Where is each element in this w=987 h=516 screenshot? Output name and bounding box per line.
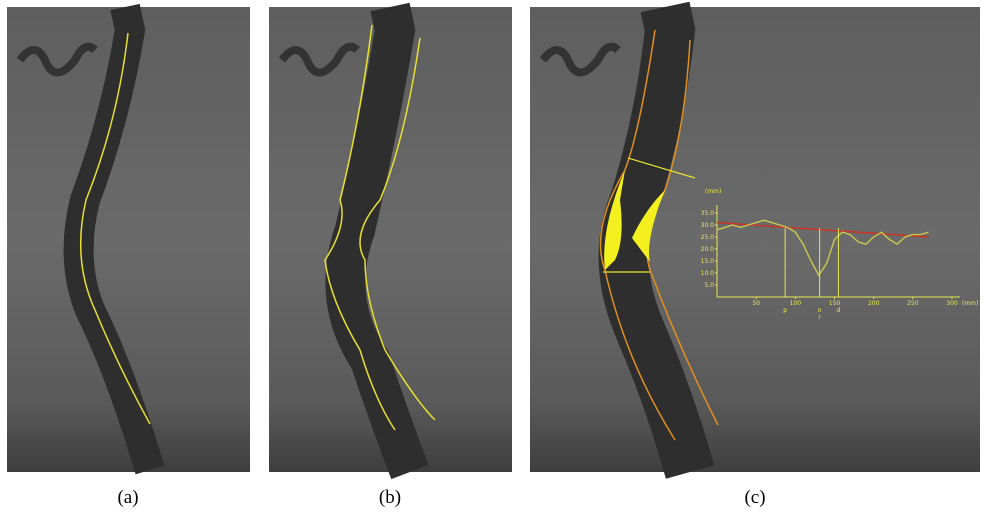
x-tick-label: 250 — [907, 300, 919, 307]
y-tick-label: 25.0 — [701, 234, 715, 241]
y-tick-label: 35.0 — [701, 210, 715, 217]
x-axis-label: (mm) — [962, 300, 978, 307]
caption: (b) — [379, 487, 401, 508]
panel-a — [7, 7, 250, 472]
panel-c — [530, 7, 980, 472]
x-tick-label: 50 — [752, 300, 760, 307]
y-tick-label: 10.0 — [701, 270, 715, 277]
y-tick-label: 5.0 — [704, 282, 714, 289]
panel-b — [269, 7, 512, 472]
x-tick-label: 100 — [790, 300, 802, 307]
x-tick-label: 150 — [829, 300, 841, 307]
marker-label: d — [837, 307, 841, 314]
x-tick-label: 200 — [868, 300, 880, 307]
y-axis-label: (mm) — [705, 188, 721, 195]
caption: (a) — [117, 487, 138, 508]
x-tick-label: 300 — [946, 300, 958, 307]
caption: (c) — [744, 487, 765, 508]
marker-label: o — [818, 307, 822, 314]
y-tick-label: 20.0 — [701, 246, 715, 253]
marker-label: p — [783, 307, 787, 314]
y-tick-label: 30.0 — [701, 222, 715, 229]
figure: (mm) (mm) 5.0 10.0 15.0 20.0 25.0 30.0 35.0 50 100… — [0, 0, 987, 516]
y-tick-label: 15.0 — [701, 258, 715, 265]
